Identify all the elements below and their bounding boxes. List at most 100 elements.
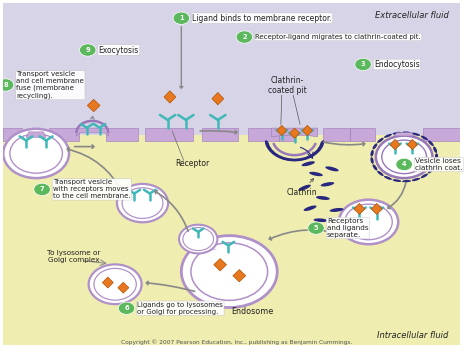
Ellipse shape xyxy=(298,157,308,161)
Text: Exocytosis: Exocytosis xyxy=(99,46,139,55)
Text: Transport vesicle
with receptors moves
to the cell membrane.: Transport vesicle with receptors moves t… xyxy=(53,180,131,199)
Circle shape xyxy=(173,12,190,24)
Text: 6: 6 xyxy=(124,305,129,311)
Ellipse shape xyxy=(421,174,428,178)
Circle shape xyxy=(179,225,218,253)
Ellipse shape xyxy=(373,164,377,171)
Ellipse shape xyxy=(373,143,377,149)
Ellipse shape xyxy=(309,152,317,158)
Polygon shape xyxy=(164,91,176,103)
Polygon shape xyxy=(323,128,350,141)
Text: Transport vesicle
and cell membrane
fuse (membrane
recycling).: Transport vesicle and cell membrane fuse… xyxy=(17,71,84,99)
Ellipse shape xyxy=(435,153,438,160)
Ellipse shape xyxy=(329,208,344,212)
Circle shape xyxy=(308,222,324,234)
Polygon shape xyxy=(423,128,460,141)
Polygon shape xyxy=(394,133,414,136)
Ellipse shape xyxy=(292,158,303,161)
Polygon shape xyxy=(277,125,287,136)
Polygon shape xyxy=(354,204,365,214)
Polygon shape xyxy=(106,128,138,141)
Ellipse shape xyxy=(377,138,383,143)
Text: Intracellular fluid: Intracellular fluid xyxy=(377,331,448,340)
Ellipse shape xyxy=(433,147,437,153)
Polygon shape xyxy=(102,277,113,288)
Circle shape xyxy=(355,58,371,71)
Polygon shape xyxy=(49,128,79,141)
Polygon shape xyxy=(3,128,21,141)
Circle shape xyxy=(396,158,412,171)
Text: Clathrin: Clathrin xyxy=(286,179,317,197)
Text: Vesicle loses
clathrin coat.: Vesicle loses clathrin coat. xyxy=(415,158,463,171)
Ellipse shape xyxy=(276,155,286,160)
Ellipse shape xyxy=(325,166,338,171)
Text: Receptors
and ligands
separate.: Receptors and ligands separate. xyxy=(327,218,369,238)
Ellipse shape xyxy=(384,134,392,138)
Polygon shape xyxy=(407,140,418,150)
Circle shape xyxy=(0,79,14,91)
Circle shape xyxy=(376,136,432,178)
Ellipse shape xyxy=(317,144,323,152)
Polygon shape xyxy=(118,282,129,293)
Circle shape xyxy=(118,302,135,314)
Ellipse shape xyxy=(402,132,411,134)
Ellipse shape xyxy=(319,140,324,148)
Polygon shape xyxy=(290,128,300,139)
Ellipse shape xyxy=(377,171,383,176)
Polygon shape xyxy=(350,128,375,141)
Polygon shape xyxy=(202,128,238,141)
Ellipse shape xyxy=(316,196,330,200)
Ellipse shape xyxy=(384,176,392,180)
Polygon shape xyxy=(280,128,295,141)
Text: 2: 2 xyxy=(242,34,246,40)
Circle shape xyxy=(236,31,253,43)
Text: To lysosome or
Golgi complex: To lysosome or Golgi complex xyxy=(47,250,100,263)
Ellipse shape xyxy=(272,152,281,158)
Polygon shape xyxy=(390,140,400,150)
Circle shape xyxy=(117,184,168,222)
Circle shape xyxy=(182,236,277,308)
Text: Extracellular fluid: Extracellular fluid xyxy=(374,11,448,20)
Ellipse shape xyxy=(392,179,401,182)
Text: 7: 7 xyxy=(40,187,45,192)
Circle shape xyxy=(3,129,69,178)
Polygon shape xyxy=(145,128,193,141)
Ellipse shape xyxy=(370,157,374,164)
Polygon shape xyxy=(233,270,246,282)
Ellipse shape xyxy=(412,178,420,181)
Ellipse shape xyxy=(402,180,411,182)
Text: 3: 3 xyxy=(361,61,365,68)
Ellipse shape xyxy=(428,140,434,146)
Text: Copyright © 2007 Pearson Education, Inc., publishing as Benjamin Cummings.: Copyright © 2007 Pearson Education, Inc.… xyxy=(121,339,353,345)
Ellipse shape xyxy=(281,157,292,161)
Circle shape xyxy=(80,44,96,56)
Text: Clathrin-
coated pit: Clathrin- coated pit xyxy=(268,76,307,95)
Ellipse shape xyxy=(303,155,313,160)
Ellipse shape xyxy=(412,133,420,136)
Ellipse shape xyxy=(392,132,401,135)
Text: Receptor-ligand migrates to clathrin-coated pit.: Receptor-ligand migrates to clathrin-coa… xyxy=(255,34,421,40)
Polygon shape xyxy=(272,128,318,137)
Polygon shape xyxy=(302,125,312,136)
Text: Receptor: Receptor xyxy=(175,159,210,168)
Polygon shape xyxy=(3,3,460,135)
Polygon shape xyxy=(214,259,227,271)
Ellipse shape xyxy=(428,168,434,173)
Ellipse shape xyxy=(265,140,270,148)
Ellipse shape xyxy=(269,149,276,155)
Ellipse shape xyxy=(435,153,438,160)
Text: Endosome: Endosome xyxy=(231,307,273,316)
Polygon shape xyxy=(3,135,460,345)
Ellipse shape xyxy=(304,205,317,211)
Circle shape xyxy=(34,183,50,196)
Ellipse shape xyxy=(433,161,437,167)
Ellipse shape xyxy=(370,150,374,157)
Ellipse shape xyxy=(266,144,272,152)
Polygon shape xyxy=(193,249,217,252)
Text: 5: 5 xyxy=(314,225,318,231)
Ellipse shape xyxy=(299,185,311,191)
Text: 8: 8 xyxy=(3,82,8,88)
Text: Endocytosis: Endocytosis xyxy=(374,60,420,69)
Text: 9: 9 xyxy=(85,47,90,53)
Polygon shape xyxy=(87,99,100,112)
